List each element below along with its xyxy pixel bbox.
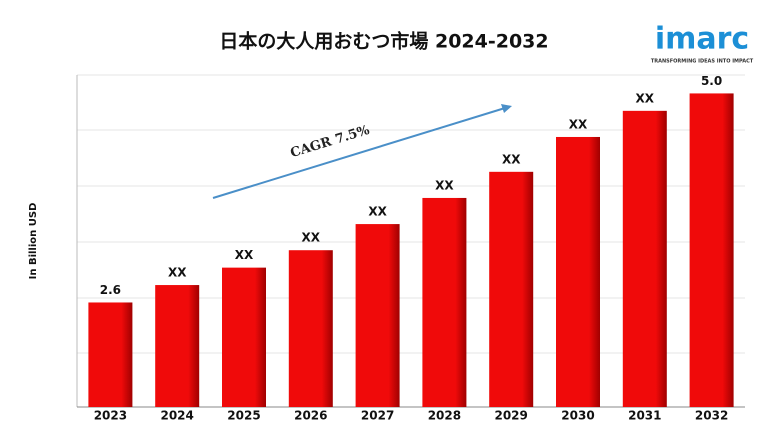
- cagr-arrow: [212, 107, 506, 199]
- value-label: XX: [235, 248, 254, 262]
- bar: [422, 197, 467, 407]
- value-label: XX: [368, 205, 387, 219]
- bar: [222, 267, 266, 407]
- bar: [355, 224, 400, 407]
- bar: [556, 136, 600, 407]
- x-tick-label: 2030: [561, 409, 594, 423]
- x-tick-label: 2031: [628, 409, 661, 423]
- value-label: XX: [168, 266, 187, 280]
- x-tick-label: 2029: [494, 409, 527, 423]
- value-label: XX: [435, 178, 454, 192]
- bar: [489, 171, 534, 407]
- x-tick-label: 2023: [94, 409, 127, 423]
- x-tick-label: 2026: [294, 409, 327, 423]
- tagline: TRANSFORMING IDEAS INTO IMPACT: [651, 59, 754, 65]
- x-tick-label: 2024: [160, 409, 193, 423]
- bar: [689, 93, 734, 407]
- value-label: XX: [569, 117, 588, 131]
- bar: [88, 302, 133, 407]
- logo: imarc: [655, 22, 749, 57]
- value-label: XX: [636, 91, 655, 105]
- bar: [288, 250, 333, 407]
- value-label: 5.0: [701, 74, 722, 88]
- value-label: 2.6: [100, 283, 121, 297]
- x-tick-label: 2025: [227, 409, 260, 423]
- value-label: XX: [502, 152, 521, 166]
- arrow-head: [501, 104, 512, 113]
- y-axis-label: In Billion USD: [28, 203, 39, 280]
- x-tick-label: 2032: [695, 409, 728, 423]
- cagr-label: CAGR 7.5%: [289, 123, 372, 161]
- x-tick-label: 2028: [428, 409, 461, 423]
- value-label: XX: [302, 231, 321, 245]
- bar: [155, 285, 200, 407]
- bar: [622, 110, 667, 407]
- chart-title: 日本の大人用おむつ市場 2024-2032: [219, 30, 548, 53]
- x-tick-label: 2027: [361, 409, 394, 423]
